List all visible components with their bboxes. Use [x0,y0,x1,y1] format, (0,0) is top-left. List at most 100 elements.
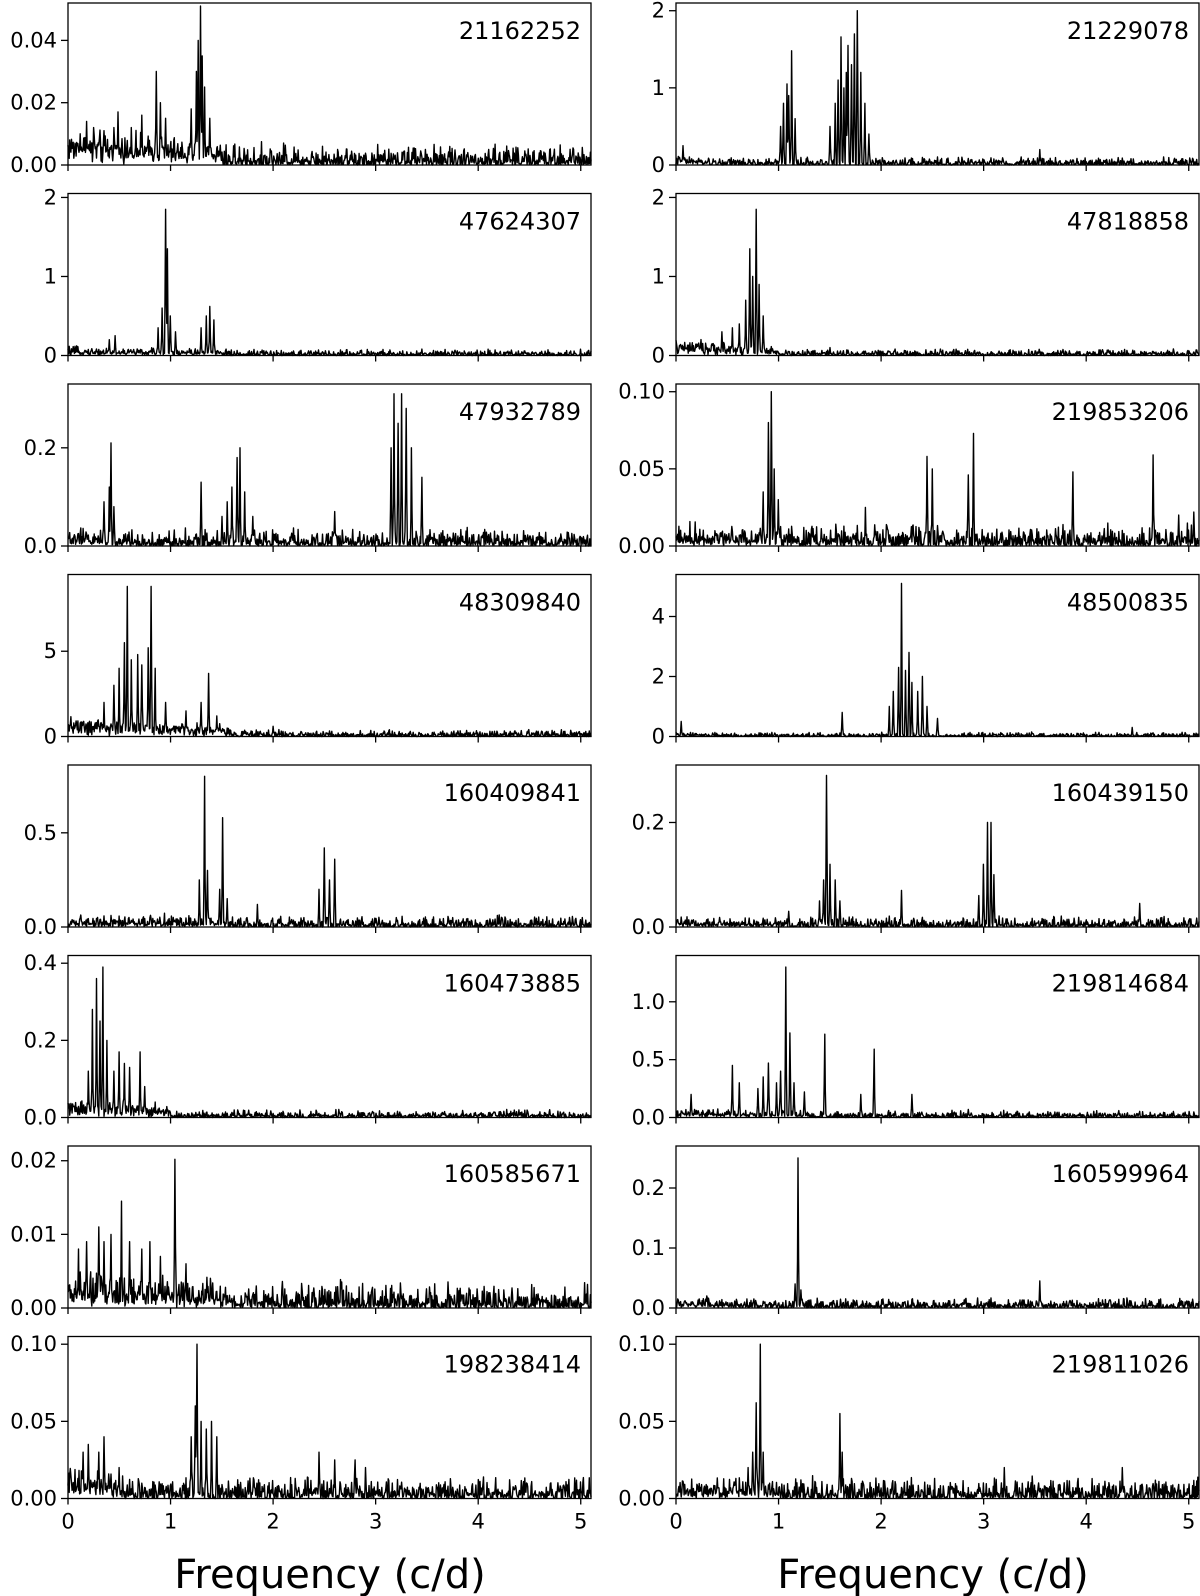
y-tick-label: 0 [652,153,665,177]
y-tick-label: 0.10 [618,380,665,404]
panel-id-label: 47818858 [1067,208,1189,236]
x-axis-label-left: Frequency (c/d) [174,1552,485,1596]
y-tick-label: 0.05 [618,1409,665,1433]
y-tick-label: 0.1 [632,1236,665,1260]
plot-frame [67,764,592,928]
y-tick-label: 0.5 [632,1048,665,1072]
panel-id-label: 219814684 [1052,970,1189,998]
y-tick-label: 0.02 [10,91,57,115]
y-tick-label: 0.05 [618,457,665,481]
x-tick-label: 5 [574,1510,587,1534]
series-line [67,585,592,738]
panel-198238414: 0.00 0.05 0.10 0 1 2 3 4 5 198238414 [10,1332,592,1534]
x-tick-label: 4 [472,1510,485,1534]
y-tick-label: 0.00 [618,1487,665,1511]
x-tick-label: 1 [164,1510,177,1534]
panel-219811026: 0.00 0.05 0.10 0 1 2 3 4 5 219811026 [618,1332,1200,1534]
panel-47624307: 0 1 2 47624307 [44,185,592,368]
y-tick-label: 0 [652,344,665,368]
plot-frame [67,573,592,738]
y-tick-label: 0 [652,725,665,749]
x-tick-label: 0 [669,1510,682,1534]
plot-frame [675,1145,1200,1309]
panel-id-label: 160473885 [444,970,581,998]
panel-id-label: 48500835 [1067,589,1189,617]
series-line [675,391,1200,547]
y-tick-label: 0.5 [24,821,57,845]
panels-group: 0.000.020.04 2116225201221229078012476243… [10,0,1200,1534]
panel-219814684: 0.0 0.5 1.0 219814684 [632,954,1200,1130]
y-tick-label: 4 [652,605,665,629]
y-tick-label: 0.04 [10,28,57,52]
panel-id-label: 160409841 [444,779,581,807]
y-tick-label: 5 [44,639,57,663]
plot-frame [67,383,592,547]
y-tick-label: 0 [44,344,57,368]
plot-frame [675,573,1200,738]
x-tick-label: 3 [369,1510,382,1534]
plot-frame [675,764,1200,928]
y-tick-label: 0.0 [24,534,57,558]
panel-48500835: 0 2 4 48500835 [652,573,1200,749]
series-line [67,5,592,166]
y-tick-label: 0.2 [24,1028,57,1052]
series-line [675,208,1200,357]
series-line [675,774,1200,928]
plot-frame [67,192,592,357]
y-tick-label: 2 [652,185,665,209]
plot-frame [67,1145,592,1309]
panel-160585671: 0.00 0.01 0.02 160585671 [10,1145,592,1320]
panel-id-label: 48309840 [459,589,581,617]
y-tick-label: 2 [652,0,665,23]
panel-id-label: 47624307 [459,208,581,236]
panel-160473885: 0.0 0.2 0.4 160473885 [24,951,592,1130]
panel-160599964: 0.0 0.1 0.2 160599964 [632,1145,1200,1320]
panel-219853206: 0.00 0.05 0.10 219853206 [618,380,1200,558]
y-tick-label: 0.2 [632,1176,665,1200]
y-tick-label: 1 [652,76,665,100]
panel-160409841: 0.0 0.5 160409841 [24,764,592,939]
y-tick-label: 0.00 [10,1296,57,1320]
plot-frame [675,2,1200,166]
series-line [67,1343,592,1500]
plot-frame [675,383,1200,547]
x-tick-label: 4 [1080,1510,1093,1534]
y-tick-label: 0.05 [10,1409,57,1433]
panel-id-label: 160439150 [1052,779,1189,807]
y-tick-label: 0.01 [10,1222,57,1246]
panel-id-label: 47932789 [459,398,581,426]
y-tick-label: 0.0 [632,1106,665,1130]
plot-frame [67,954,592,1119]
plot-frame [675,1335,1200,1500]
series-line [67,1158,592,1309]
panel-47932789: 0.0 0.2 47932789 [24,383,592,558]
x-tick-label: 0 [61,1510,74,1534]
y-tick-label: 2 [652,665,665,689]
y-tick-label: 0.2 [24,436,57,460]
x-tick-label: 3 [977,1510,990,1534]
series-line [67,775,592,928]
y-tick-label: 0.10 [10,1332,57,1356]
panel-48309840: 0 5 48309840 [44,573,592,749]
plot-frame [675,954,1200,1119]
panel-21162252: 0.00 0.02 0.04 21162252 [10,2,592,177]
panel-id-label: 219853206 [1052,398,1189,426]
y-tick-label: 0.10 [618,1332,665,1356]
y-tick-label: 0.02 [10,1149,57,1173]
panel-21229078: 0 1 2 21229078 [652,0,1200,177]
y-tick-label: 0.0 [24,915,57,939]
x-tick-label: 5 [1182,1510,1195,1534]
series-line [67,208,592,357]
series-line [67,393,592,547]
y-tick-label: 0.4 [24,951,57,975]
x-tick-label: 2 [874,1510,887,1534]
x-tick-label: 1 [772,1510,785,1534]
y-tick-label: 0 [44,725,57,749]
panel-id-label: 21229078 [1067,17,1189,45]
y-tick-label: 2 [44,185,57,209]
y-tick-label: 1 [652,264,665,288]
y-tick-label: 0.2 [632,810,665,834]
plot-frame [67,1335,592,1500]
y-tick-label: 0.0 [632,915,665,939]
